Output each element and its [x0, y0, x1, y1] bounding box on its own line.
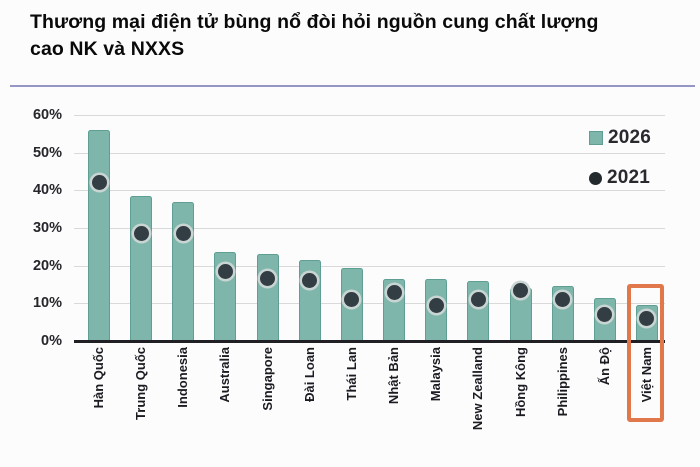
vietnam-highlight-box	[627, 284, 664, 422]
legend-item-2021: 2021	[589, 167, 651, 189]
y-tick-label: 50%	[32, 144, 62, 161]
bar-2026-2	[130, 195, 153, 341]
y-tick-label: 10%	[32, 295, 62, 312]
y-tick-label: 20%	[32, 257, 62, 274]
legend-label-2021: 2021	[607, 167, 651, 188]
dot-2021-3	[175, 226, 191, 242]
x-axis-label-11: Hồng Kông	[512, 347, 528, 418]
dot-2021-6	[302, 273, 318, 289]
legend-dot-swatch-icon	[589, 171, 602, 185]
gridline	[74, 152, 665, 154]
dot-2021-13	[597, 307, 613, 323]
bar-2026-10	[467, 280, 490, 341]
title-separator	[10, 85, 695, 87]
gridline	[74, 228, 665, 229]
y-tick-label: 60%	[32, 107, 62, 123]
page-title-line2: cao NK và NXXS	[30, 38, 185, 60]
x-axis-label-7: Thái Lan	[343, 347, 359, 401]
dot-2021-7	[344, 292, 360, 308]
x-axis-label-8: Nhật Bản	[386, 347, 402, 405]
page-title-line1: Thương mại điện tử bùng nổ đòi hỏi nguồn…	[30, 11, 599, 33]
gridline	[74, 190, 665, 192]
legend-bar-swatch-icon	[589, 131, 603, 145]
bar-2026-1	[88, 130, 110, 341]
legend-label-2026: 2026	[608, 127, 652, 148]
y-tick-label: 30%	[32, 220, 62, 236]
legend-item-2026: 2026	[589, 127, 651, 149]
y-tick-label: 0%	[41, 333, 62, 349]
dot-2021-1	[91, 175, 107, 191]
page-title: Thương mại điện tử bùng nổ đòi hỏi nguồn…	[30, 9, 685, 63]
dot-2021-12	[555, 292, 571, 308]
y-tick-label: 40%	[32, 182, 62, 199]
dot-2021-4	[217, 263, 233, 279]
dot-2021-8	[386, 284, 402, 300]
x-axis-label-9: Malaysia	[428, 347, 444, 402]
x-axis-label-6: Đài Loan	[301, 347, 317, 402]
gridline	[74, 115, 665, 116]
dot-2021-9	[428, 297, 444, 313]
dot-2021-2	[133, 226, 149, 242]
x-axis-label-12: Philippines	[554, 347, 570, 417]
dot-2021-11	[513, 282, 528, 298]
gridline	[74, 265, 665, 267]
gridline	[74, 303, 665, 305]
x-axis-line	[74, 340, 665, 343]
x-axis-label-2: Trung Quốc	[133, 347, 149, 420]
bar-2026-5	[256, 254, 279, 341]
bar-2026-6	[298, 260, 321, 341]
x-axis-label-13: Ấn Độ	[596, 347, 612, 386]
bar-2026-3	[172, 201, 195, 341]
x-axis-label-4: Australia	[217, 347, 233, 403]
chart-legend: 2026 2021	[589, 127, 651, 207]
dot-2021-10	[470, 292, 486, 308]
x-axis-label-3: Indonesia	[175, 347, 191, 408]
x-axis-label-5: Singapore	[259, 347, 275, 411]
dot-2021-5	[260, 271, 276, 287]
x-axis-label-1: Hàn Quốc	[91, 347, 106, 409]
x-axis-label-10: New Zealland	[470, 347, 486, 431]
dot-2021-14	[639, 310, 655, 326]
